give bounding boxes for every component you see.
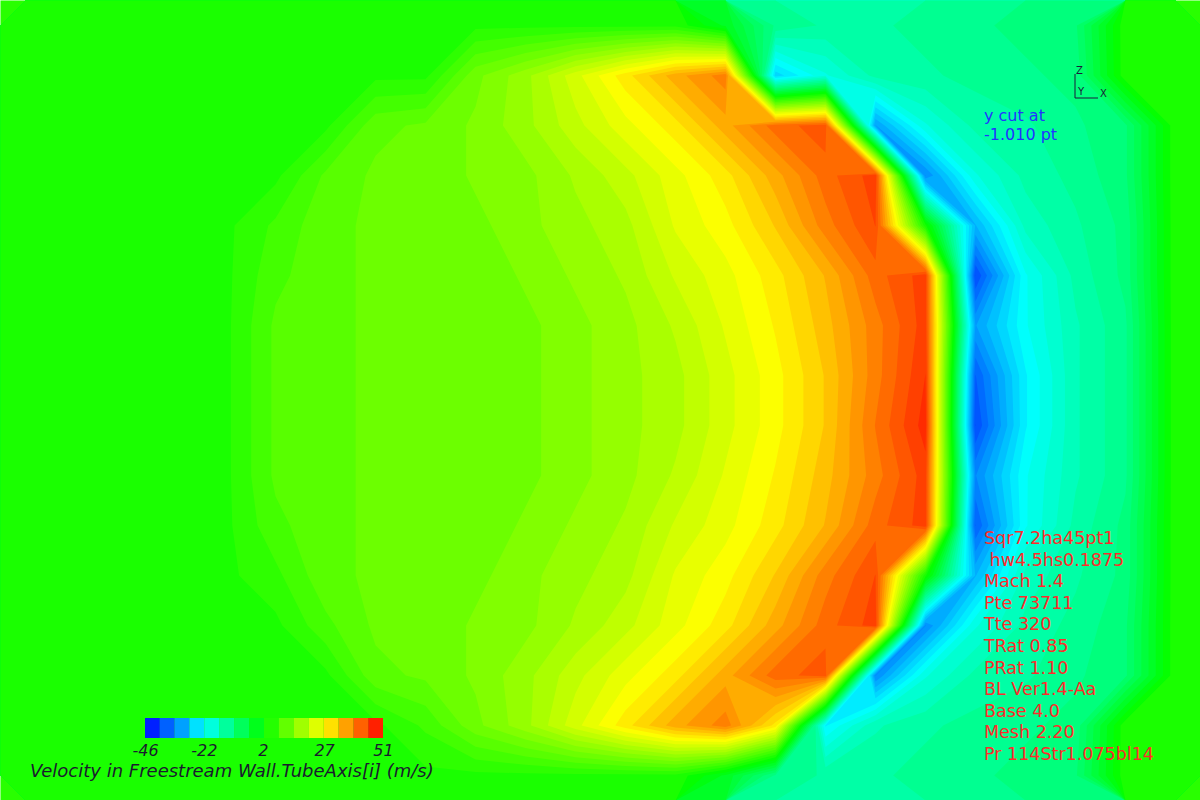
- html-text:Velocity in Freestream Wall.Tu: Velocity in Freestream Wall.TubeAxis[i] …: [30, 760, 434, 781]
- svg-text:X: X: [1100, 88, 1107, 99]
- svg-text:51: 51: [373, 741, 393, 760]
- svg-text:-46: -46: [132, 741, 158, 760]
- svg-text:27: 27: [314, 741, 335, 760]
- svg-text:Y: Y: [1077, 86, 1085, 97]
- html-text:y cut at -1.010 pt: y cut at -1.010 pt: [984, 106, 1058, 144]
- svg-text:2: 2: [258, 741, 268, 760]
- svg-text:-22: -22: [191, 741, 217, 760]
- html-text:Sqr7.2ha45pt1 hw4.5hs0.1875 Ma: Sqr7.2ha45pt1 hw4.5hs0.1875 Mach 1.4 Pte…: [984, 528, 1154, 764]
- svg-text:Z: Z: [1076, 65, 1083, 76]
